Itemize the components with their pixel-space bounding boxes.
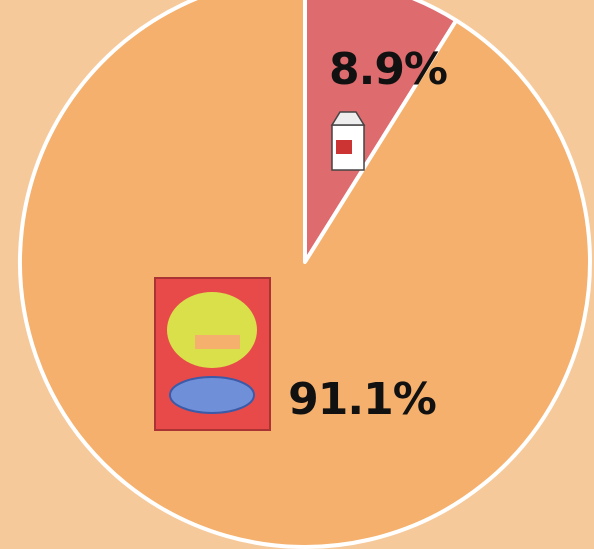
data-label: 8.9% <box>329 44 447 95</box>
labels: 8.9% 91.1% <box>288 44 448 425</box>
milk-label <box>336 140 352 154</box>
cereal-icon <box>154 277 271 431</box>
cereal-banner <box>195 335 240 349</box>
pie-slice <box>303 0 459 264</box>
pie <box>18 0 592 549</box>
milk-icon <box>330 111 366 171</box>
data-label: 91.1% <box>288 374 436 425</box>
cereal-bowl <box>169 376 255 414</box>
cereal-sun <box>167 292 257 368</box>
pie-slice <box>18 0 592 549</box>
milk-top <box>330 111 366 126</box>
